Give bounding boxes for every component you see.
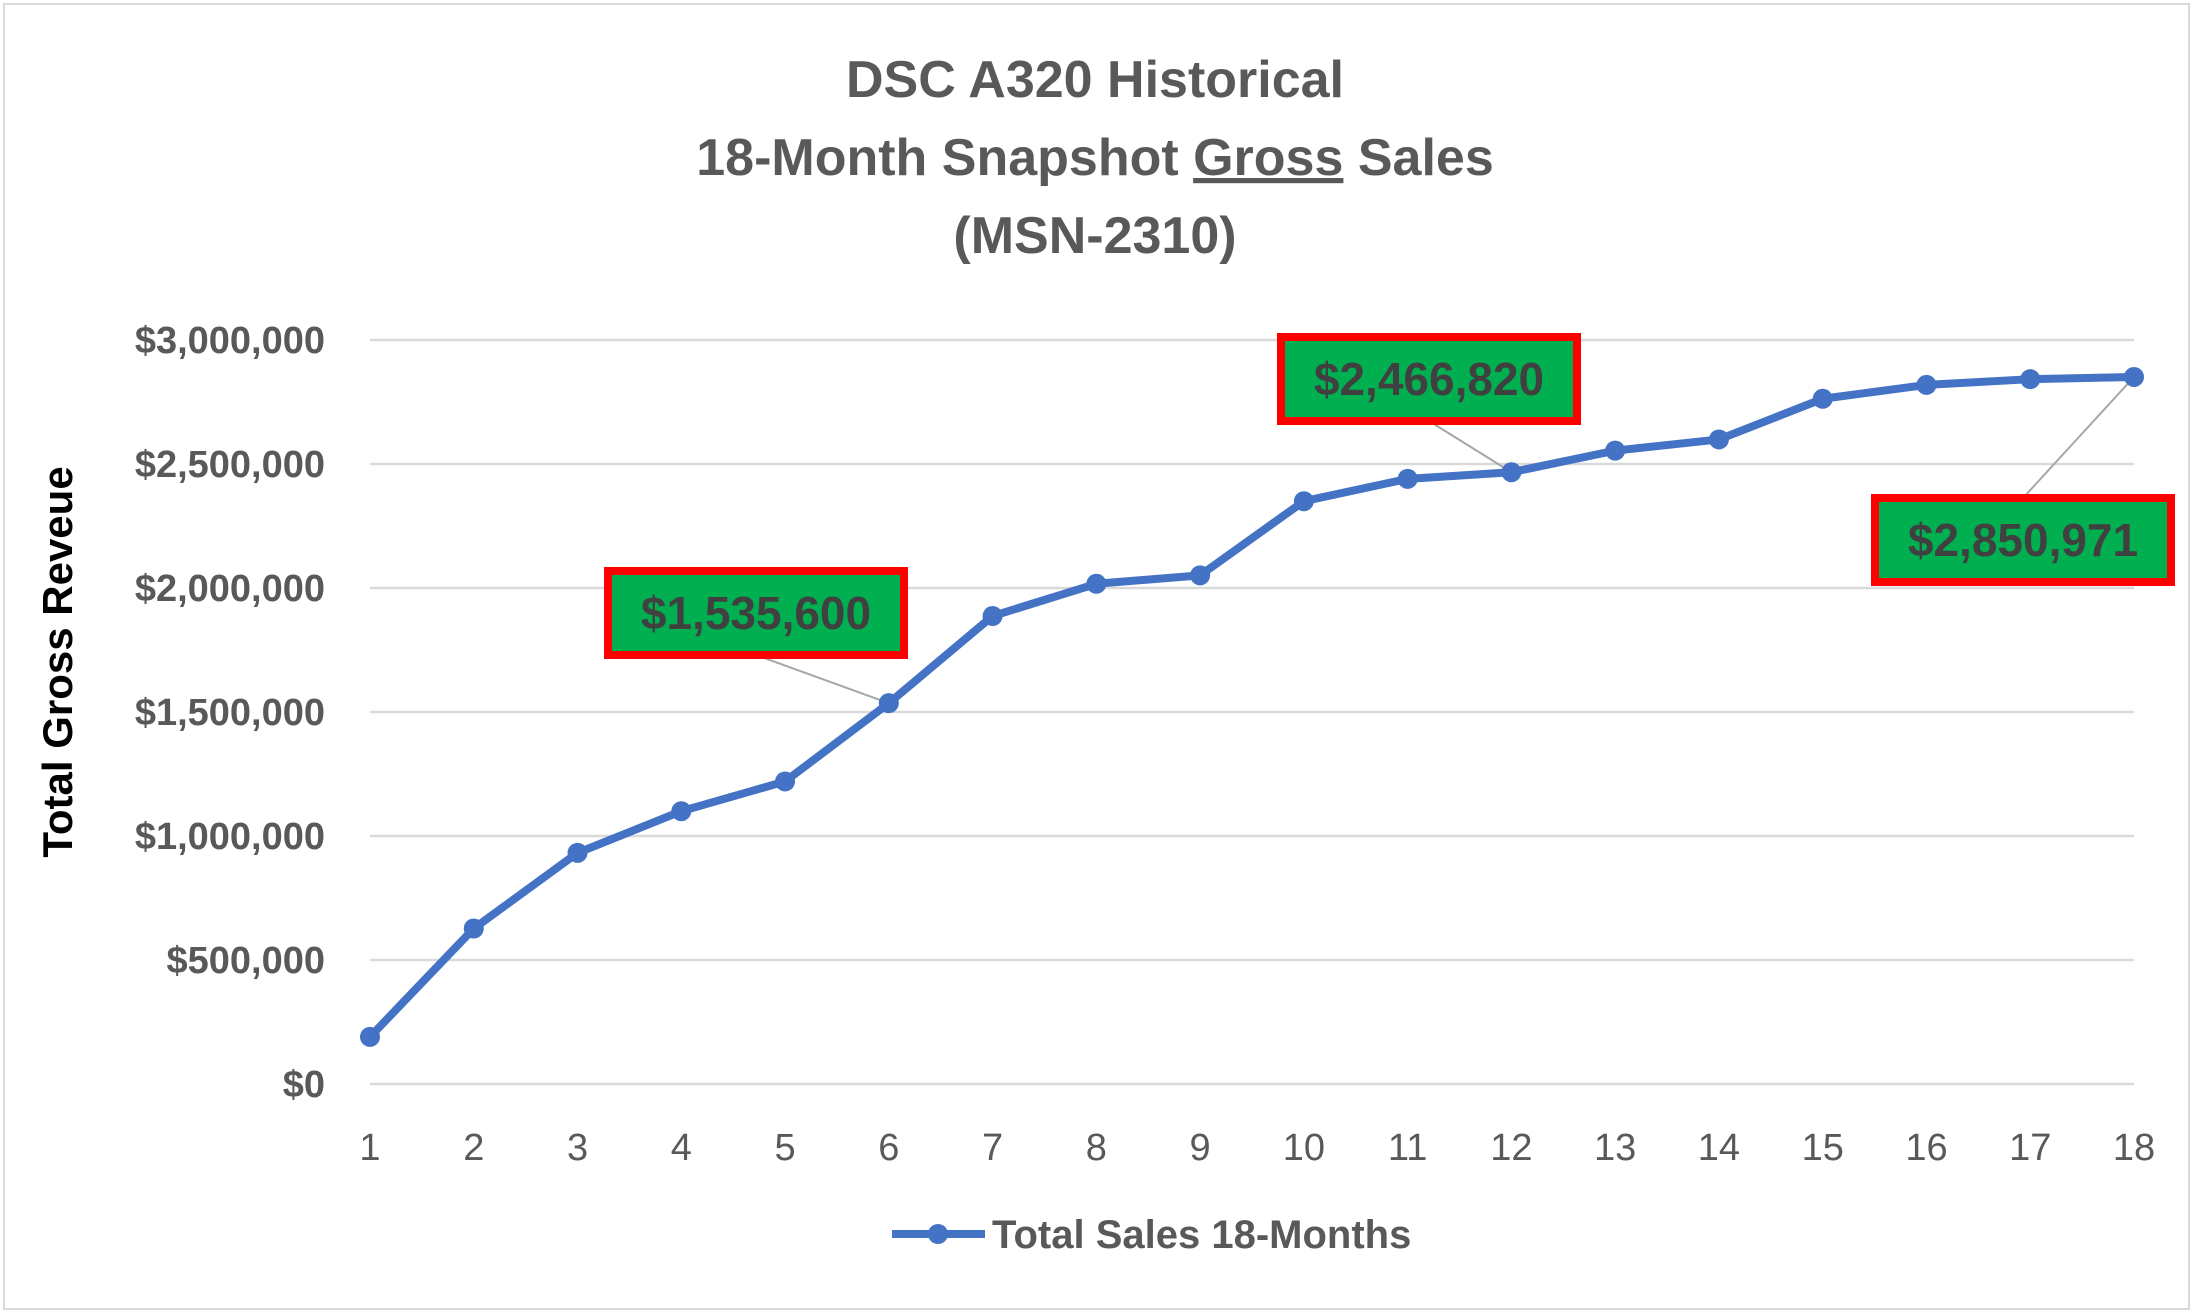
data-point [1501,462,1522,483]
data-point [2124,366,2144,387]
y-tick-label: $0 [283,1064,325,1106]
chart-title-line-2: 18-Month Snapshot Gross Sales [696,129,1494,187]
data-point [463,918,484,939]
x-tick-label: 13 [1594,1127,1636,1169]
data-label: $1,535,600 [641,587,871,639]
x-tick-label: 3 [567,1127,588,1169]
y-tick-label: $1,500,000 [135,692,325,734]
data-point [878,693,899,714]
legend-point-marker [928,1224,948,1244]
data-point [1397,468,1418,489]
data-label-leader [1428,420,1512,474]
x-tick-label: 6 [878,1127,899,1169]
x-tick-label: 12 [1490,1127,1532,1169]
x-tick-label: 17 [2009,1127,2051,1169]
x-tick-label: 7 [982,1127,1003,1169]
data-point [671,801,692,822]
data-label-leader [2022,376,2135,499]
x-tick-label: 15 [1802,1127,1844,1169]
data-label-box [1277,333,1581,425]
x-tick-label: 14 [1698,1127,1740,1169]
data-label-box [604,567,908,659]
data-label-box [1871,494,2175,586]
data-point [1190,565,1211,586]
data-point [1708,429,1729,450]
y-axis-label: Total Gross Reveue [34,466,81,857]
x-tick-label: 1 [359,1127,380,1169]
x-tick-label: 11 [1388,1127,1427,1169]
data-label: $2,466,820 [1314,353,1544,405]
chart-frame [3,3,2190,1310]
legend: Total Sales 18-Months [892,1213,1411,1257]
x-tick-label: 8 [1086,1127,1107,1169]
x-tick-label: 16 [1905,1127,1947,1169]
data-point [567,842,588,863]
chart-title-line-1: DSC A320 Historical [846,51,1344,109]
data-point [360,1026,380,1047]
x-tick-label: 9 [1190,1127,1211,1169]
data-point [1916,374,1937,395]
data-label: $2,850,971 [1908,514,2138,566]
series-line [367,372,2135,1040]
data-point [1086,573,1107,594]
x-tick-label: 2 [463,1127,484,1169]
y-tick-label: $3,000,000 [135,320,325,362]
data-point [2020,369,2041,390]
x-tick-label: 4 [671,1127,692,1169]
data-point [775,771,796,792]
y-tick-label: $500,000 [167,940,326,982]
data-point [1812,388,1833,409]
legend-label: Total Sales 18-Months [992,1213,1411,1257]
x-tick-label: 5 [774,1127,795,1169]
x-tick-label: 10 [1283,1127,1325,1169]
chart-title-line-3: (MSN-2310) [953,207,1236,265]
y-tick-label: $2,000,000 [135,568,325,610]
data-label-leader [755,654,890,705]
title-underlined-word: Gross [1193,129,1343,187]
x-tick-label: 18 [2113,1127,2155,1169]
y-tick-label: $2,500,000 [135,444,325,486]
data-point [1605,440,1626,461]
data-point [1293,491,1314,512]
data-point [982,606,1003,627]
y-tick-label: $1,000,000 [135,816,325,858]
